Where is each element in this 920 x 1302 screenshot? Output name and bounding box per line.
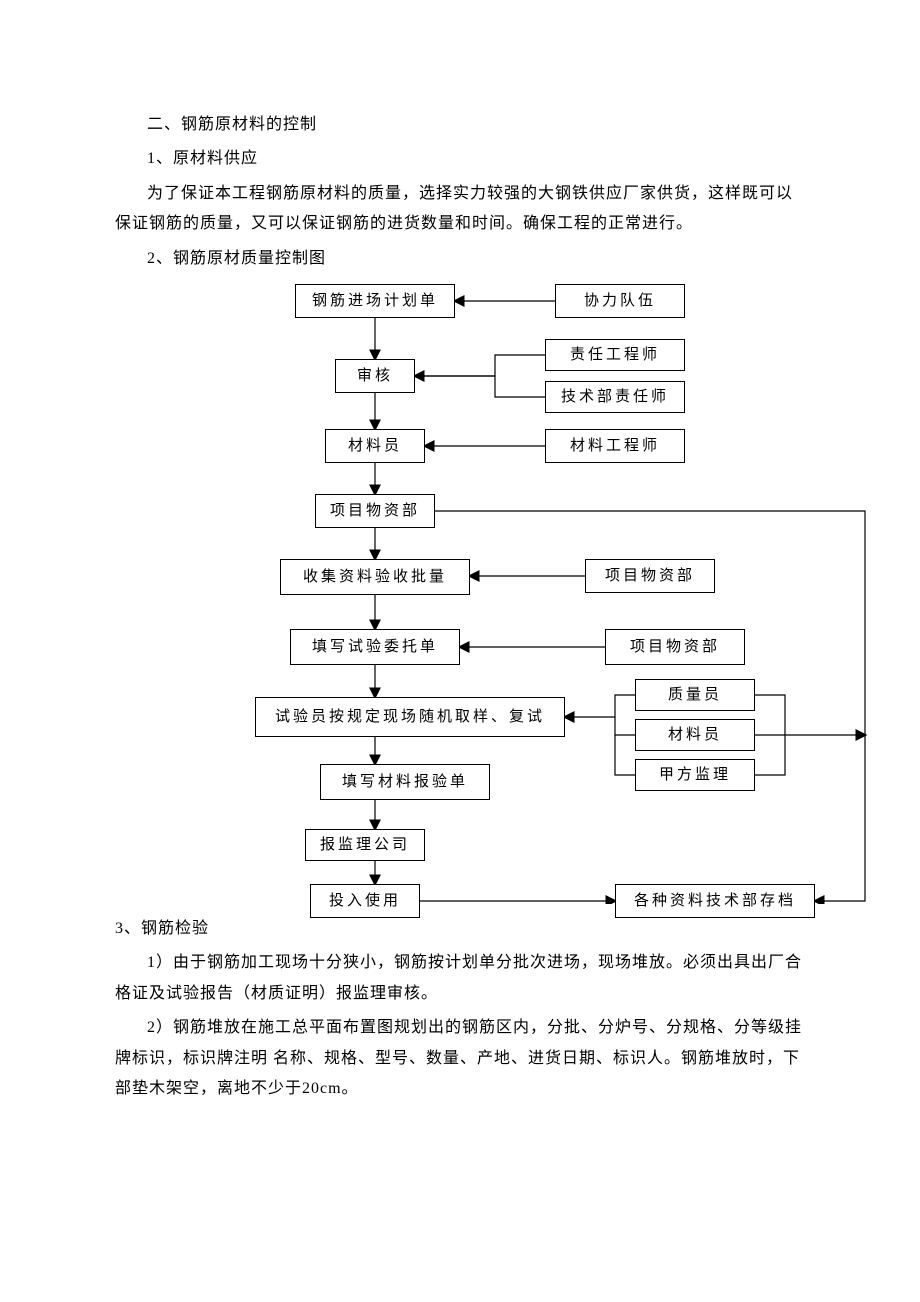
flow-node-n_mateng: 材料工程师 [545, 429, 685, 463]
flow-node-n_qc: 质量员 [635, 679, 755, 711]
flow-node-n_sample: 试验员按规定现场随机取样、复试 [255, 697, 565, 737]
quality-control-flowchart: 钢筋进场计划单协力队伍审核责任工程师技术部责任师材料员材料工程师项目物资部收集资… [185, 284, 875, 904]
flow-node-n_dept3: 项目物资部 [605, 629, 745, 665]
subheading-2: 2、钢筋原材质量控制图 [115, 244, 805, 274]
paragraph-3b: 2）钢筋堆放在施工总平面布置图规划出的钢筋区内，分批、分炉号、分规格、分等级挂牌… [115, 1013, 805, 1104]
flow-node-n_tech: 技术部责任师 [545, 381, 685, 413]
document-page: 二、钢筋原材料的控制 1、原材料供应 为了保证本工程钢筋原材料的质量，选择实力较… [0, 0, 920, 1302]
subheading-1: 1、原材料供应 [115, 144, 805, 174]
flow-node-n_archive: 各种资料技术部存档 [615, 884, 815, 918]
flow-node-n_supv: 报监理公司 [305, 829, 425, 861]
section-heading: 二、钢筋原材料的控制 [115, 110, 805, 140]
flow-node-n_plan: 钢筋进场计划单 [295, 284, 455, 318]
flow-node-n_mat2: 材料员 [635, 719, 755, 751]
flow-node-n_collect: 收集资料验收批量 [280, 559, 470, 595]
paragraph-3a: 1）由于钢筋加工现场十分狭小，钢筋按计划单分批次进场，现场堆放。必须出具出厂合格… [115, 948, 805, 1009]
paragraph-supply: 为了保证本工程钢筋原材料的质量，选择实力较强的大钢铁供应厂家供货，这样既可以保证… [115, 179, 805, 240]
flow-node-n_use: 投入使用 [310, 884, 420, 918]
flow-node-n_report: 填写材料报验单 [320, 764, 490, 800]
flow-node-n_resp: 责任工程师 [545, 339, 685, 371]
flow-node-n_owner: 甲方监理 [635, 759, 755, 791]
flow-node-n_audit: 审核 [335, 359, 415, 393]
subheading-3: 3、钢筋检验 [115, 914, 805, 944]
flow-node-n_matp: 材料员 [325, 429, 425, 463]
flow-node-n_dept: 项目物资部 [315, 494, 435, 528]
flow-node-n_commit: 填写试验委托单 [290, 629, 460, 665]
flow-node-n_dept2: 项目物资部 [585, 559, 715, 593]
flow-node-n_team: 协力队伍 [555, 284, 685, 318]
